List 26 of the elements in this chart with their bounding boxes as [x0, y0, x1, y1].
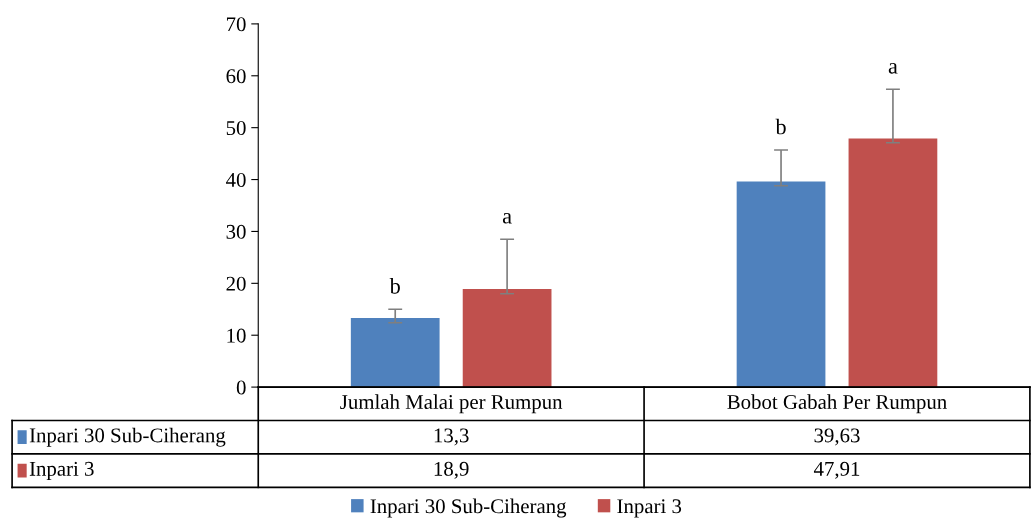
y-tick-label: 10	[227, 328, 246, 343]
y-tick-label: 70	[226, 17, 246, 32]
y-tick-label: 20	[226, 276, 246, 291]
bar	[350, 318, 440, 388]
bar	[736, 181, 826, 388]
data-label: 13,3	[434, 428, 469, 446]
annotation: a	[502, 212, 512, 224]
bar	[462, 289, 552, 388]
y-tick-label: 40	[226, 172, 246, 187]
data-label: 47,91	[813, 461, 860, 479]
text: Inpari 3	[29, 461, 94, 481]
x-tick-label: Jumlah Malai per Rumpun	[340, 394, 563, 414]
y-tick-label: 50	[226, 121, 246, 136]
annotation: b	[775, 118, 786, 135]
x-tick-label: Bobot Gabah Per Rumpun	[727, 394, 947, 414]
legend-label: Inpari 3	[617, 499, 682, 518]
bar	[848, 138, 938, 388]
data-label: 39,63	[814, 428, 860, 446]
annotation: b	[389, 278, 400, 294]
legend-label: Inpari 30 Sub-Ciherang	[370, 498, 567, 518]
y-tick-label: 0	[236, 380, 246, 395]
y-tick-label: 30	[226, 224, 246, 239]
data-label: 18,9	[434, 461, 469, 479]
text: Inpari 30 Sub-Ciherang	[29, 427, 226, 447]
annotation: a	[888, 63, 898, 74]
y-tick-label: 60	[226, 69, 246, 84]
